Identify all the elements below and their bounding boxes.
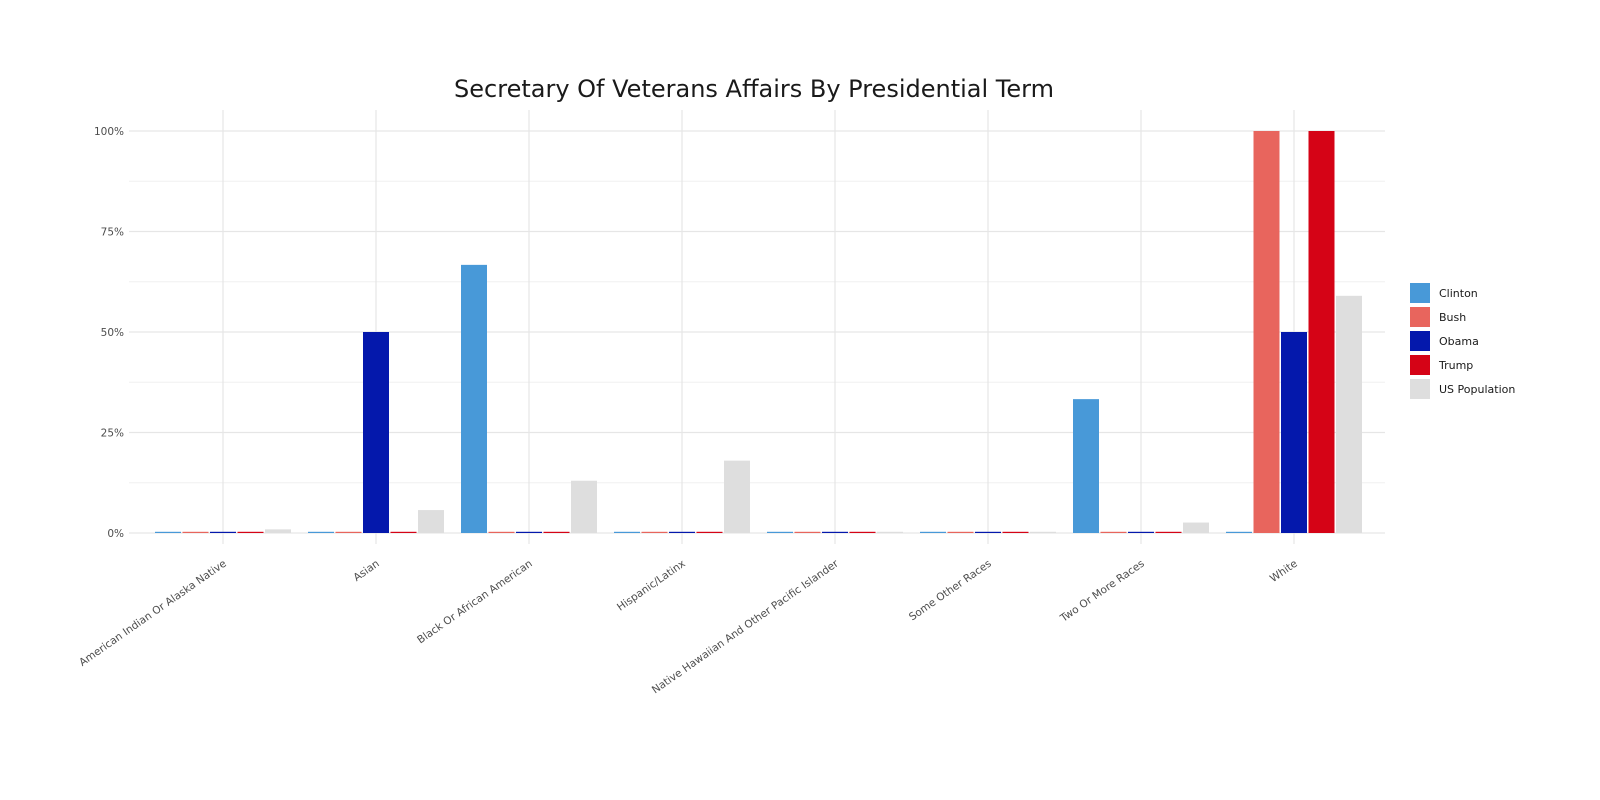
chart-title: Secretary Of Veterans Affairs By Preside… [454,75,1054,103]
legend-swatch [1410,307,1430,327]
x-tick-label: Some Other Races [907,558,994,624]
bar-obama [363,332,389,533]
y-tick-label: 50% [101,327,124,339]
bar-clinton [461,264,487,533]
legend-label: Bush [1439,311,1466,324]
bar-us-population [1030,531,1056,533]
x-tick-label: Black Or African American [415,558,535,647]
bar-bush [794,531,821,533]
bar-us-population [1183,522,1209,533]
bar-clinton [1073,399,1099,533]
legend-swatch [1410,379,1430,399]
bar-bush [947,531,974,533]
bar-trump [1002,531,1029,533]
x-axis: American Indian Or Alaska Native Asian Bla… [77,557,1300,696]
bar-obama [822,531,848,533]
bar-us-population [877,531,903,533]
bar-us-population [571,480,597,533]
bar-trump [237,531,264,533]
bar-obama [1128,531,1154,533]
bar-obama [516,531,542,533]
y-tick-label: 75% [101,227,124,239]
legend-swatch [1410,331,1430,351]
legend-label: Obama [1439,335,1479,348]
bar-clinton [614,531,640,533]
legend-swatch [1410,355,1430,375]
bar-obama [975,531,1001,533]
bar-us-population [724,460,750,533]
y-axis: 0% 25% 50% 75% 100% [94,126,124,540]
bar-bush [335,531,362,533]
legend: Clinton Bush Obama Trump US Population [1410,283,1515,399]
bar-clinton [155,531,181,533]
x-tick-label: Two Or More Races [1058,558,1147,625]
bar-clinton [920,531,946,533]
bar-clinton [767,531,793,533]
legend-label: Clinton [1439,287,1478,300]
bar-bush [1253,131,1280,533]
bar-us-population [265,529,291,533]
bar-bush [641,531,668,533]
grid [129,110,1385,544]
legend-swatch [1410,283,1430,303]
y-tick-label: 0% [107,528,124,540]
bar-bush [488,531,515,533]
bar-trump [390,531,417,533]
legend-label: US Population [1439,383,1515,396]
bars [155,131,1362,533]
bar-obama [210,531,236,533]
x-tick-label: Asian [351,558,381,584]
bar-us-population [418,510,444,533]
bar-bush [182,531,209,533]
bar-trump [849,531,876,533]
bar-obama [669,531,695,533]
bar-clinton [308,531,334,533]
x-tick-label: Native Hawaiian And Other Pacific Island… [650,557,841,696]
x-tick-label: American Indian Or Alaska Native [77,558,229,669]
bar-trump [543,531,570,533]
y-tick-label: 25% [101,428,124,440]
bar-obama [1281,332,1307,533]
x-tick-label: White [1268,558,1300,585]
y-tick-label: 100% [94,126,124,138]
bar-us-population [1336,295,1362,533]
bar-trump [1155,531,1182,533]
bar-bush [1100,531,1127,533]
bar-trump [1308,131,1335,533]
bar-clinton [1226,531,1252,533]
x-tick-label: Hispanic/Latinx [615,558,688,614]
bar-trump [696,531,723,533]
legend-label: Trump [1438,359,1473,372]
